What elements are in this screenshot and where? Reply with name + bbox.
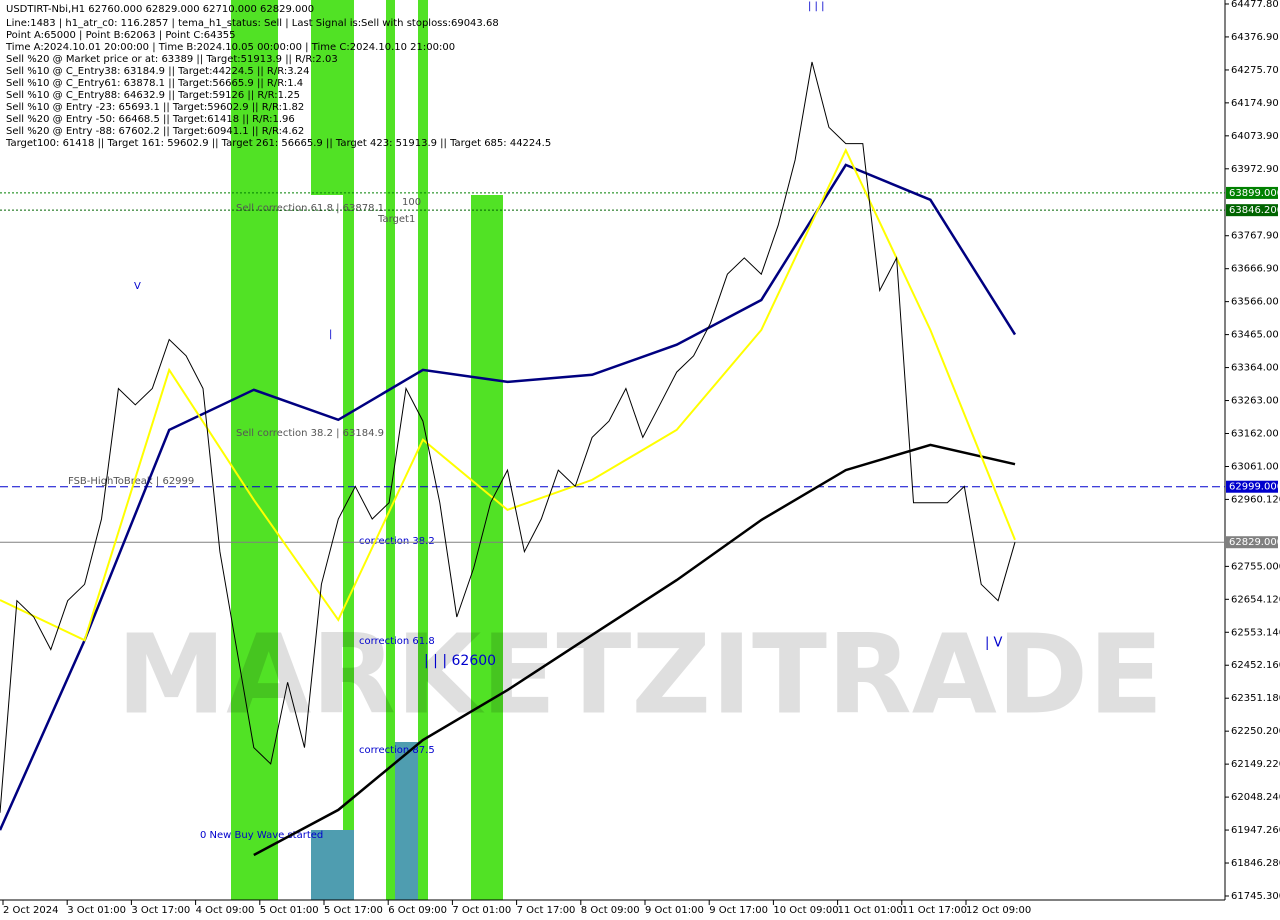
info-line: Sell %10 @ C_Entry61: 63878.1 || Target:… (6, 78, 303, 89)
x-tick-label: 3 Oct 17:00 (131, 905, 190, 916)
y-tick-label: 63566.00 (1231, 297, 1279, 308)
y-tick-label: 63061.00 (1231, 461, 1279, 472)
annotation: Sell correction 61.8 | 63878.1 (236, 203, 384, 214)
moving-average (0, 163, 1017, 831)
annotation: Target1 (377, 214, 415, 225)
band (231, 0, 241, 900)
y-tick-label: 63465.00 (1231, 330, 1279, 341)
x-tick-label: 11 Oct 01:00 (838, 905, 903, 916)
info-line: Sell %10 @ C_Entry38: 63184.9 || Target:… (6, 66, 309, 77)
zone (395, 742, 418, 900)
y-tick-label: 64174.90 (1231, 98, 1279, 109)
y-tick-label: 63364.00 (1231, 363, 1279, 374)
level-label: 63899.000 (1229, 188, 1280, 199)
x-tick-label: 2 Oct 2024 (3, 905, 58, 916)
info-line: Sell %10 @ Entry -23: 65693.1 || Target:… (6, 102, 304, 113)
y-tick-label: 62654.120 (1231, 594, 1280, 605)
band (343, 0, 354, 900)
band (471, 195, 503, 900)
annotation: correction 61.8 (359, 636, 435, 647)
x-tick-label: 6 Oct 09:00 (388, 905, 447, 916)
y-tick-label: 64275.70 (1231, 65, 1279, 76)
y-tick-label: 62452.160 (1231, 660, 1280, 671)
annotation: Sell correction 38.2 | 63184.9 (236, 428, 384, 439)
info-line: Sell %10 @ C_Entry88: 64632.9 || Target:… (6, 90, 300, 101)
annotation: FSB-HighToBreak | 62999 (68, 476, 194, 487)
y-tick-label: 61947.260 (1231, 825, 1280, 836)
y-tick-label: 64073.90 (1231, 131, 1279, 142)
info-panel: Line:1483 | h1_atr_c0: 116.2857 | tema_h… (5, 18, 551, 149)
annotation: 100 (402, 197, 421, 208)
band (386, 0, 395, 900)
band (241, 0, 278, 900)
signal-bands (231, 0, 503, 900)
annotation: | (329, 329, 332, 340)
y-tick-label: 62048.240 (1231, 792, 1280, 803)
y-tick-label: 63972.90 (1231, 164, 1279, 175)
x-tick-label: 7 Oct 17:00 (517, 905, 576, 916)
y-tick-label: 62960.120 (1231, 494, 1280, 505)
annotations: Sell correction 61.8 | 63878.1 100 Targe… (68, 1, 1003, 841)
y-tick-label: 61745.300 (1231, 891, 1280, 902)
moving-average (0, 147, 1016, 642)
y-tick-label: 63767.90 (1231, 231, 1279, 242)
level-tag (1226, 536, 1278, 549)
y-tick-label: 63263.00 (1231, 396, 1279, 407)
annotation: | V (985, 636, 1003, 651)
annotation: correction 38.2 (359, 536, 435, 547)
info-line: Point A:65000 | Point B:62063 | Point C:… (6, 30, 236, 41)
band (418, 0, 428, 900)
y-tick-label: 61846.280 (1231, 858, 1280, 869)
info-line: Target100: 61418 || Target 161: 59602.9 … (5, 138, 551, 149)
level-tag (1226, 204, 1278, 217)
level-tag (1226, 186, 1278, 199)
watermark: MARKETZITRADE (117, 610, 1164, 738)
price-line (0, 61, 1016, 813)
annotation: | | | (808, 1, 824, 12)
annotation: correction 87.5 (359, 745, 435, 756)
x-tick-label: 10 Oct 09:00 (773, 905, 838, 916)
x-tick-label: 7 Oct 01:00 (452, 905, 511, 916)
x-tick-label: 9 Oct 17:00 (709, 905, 768, 916)
x-tick-label: 3 Oct 01:00 (67, 905, 126, 916)
y-tick-label: 62351.180 (1231, 693, 1280, 704)
level-label: 63846.200 (1229, 205, 1280, 216)
x-tick-label: 5 Oct 17:00 (324, 905, 383, 916)
info-line: Line:1483 | h1_atr_c0: 116.2857 | tema_h… (6, 18, 499, 29)
info-line: Sell %20 @ Entry -50: 66468.5 || Target:… (6, 114, 295, 125)
x-tick-label: 5 Oct 01:00 (260, 905, 319, 916)
y-tick-label: 62149.220 (1231, 759, 1280, 770)
y-tick-label: 63666.90 (1231, 264, 1279, 275)
y-tick-label: 62755.000 (1231, 561, 1280, 572)
y-tick-label: 63162.00 (1231, 429, 1279, 440)
annotation: | | | 62600 (424, 653, 496, 669)
y-tick-label: 64477.80 (1231, 0, 1279, 10)
y-tick-label: 62553.140 (1231, 627, 1280, 638)
y-tick-label: 64376.90 (1231, 32, 1279, 43)
info-line: Time A:2024.10.01 20:00:00 | Time B:2024… (5, 42, 455, 53)
zone (311, 830, 354, 900)
annotation: 0 New Buy Wave started (200, 830, 323, 841)
x-tick-label: 4 Oct 09:00 (196, 905, 255, 916)
x-tick-label: 8 Oct 09:00 (581, 905, 640, 916)
info-line: Sell %20 @ Market price or at: 63389 || … (6, 54, 338, 65)
y-tick-label: 62250.200 (1231, 726, 1280, 737)
x-tick-label: 9 Oct 01:00 (645, 905, 704, 916)
chart-title: USDTIRT-Nbi,H1 62760.000 62829.000 62710… (6, 4, 314, 15)
x-tick-label: 11 Oct 17:00 (902, 905, 967, 916)
x-tick-label: 12 Oct 09:00 (966, 905, 1031, 916)
moving-average (253, 443, 1016, 857)
level-tag (1226, 480, 1278, 493)
level-label: 62829.000 (1229, 537, 1280, 548)
band (311, 0, 344, 195)
annotation: V (134, 281, 141, 292)
info-line: Sell %20 @ Entry -88: 67602.2 || Target:… (6, 126, 304, 137)
level-label: 62999.000 (1229, 482, 1280, 493)
